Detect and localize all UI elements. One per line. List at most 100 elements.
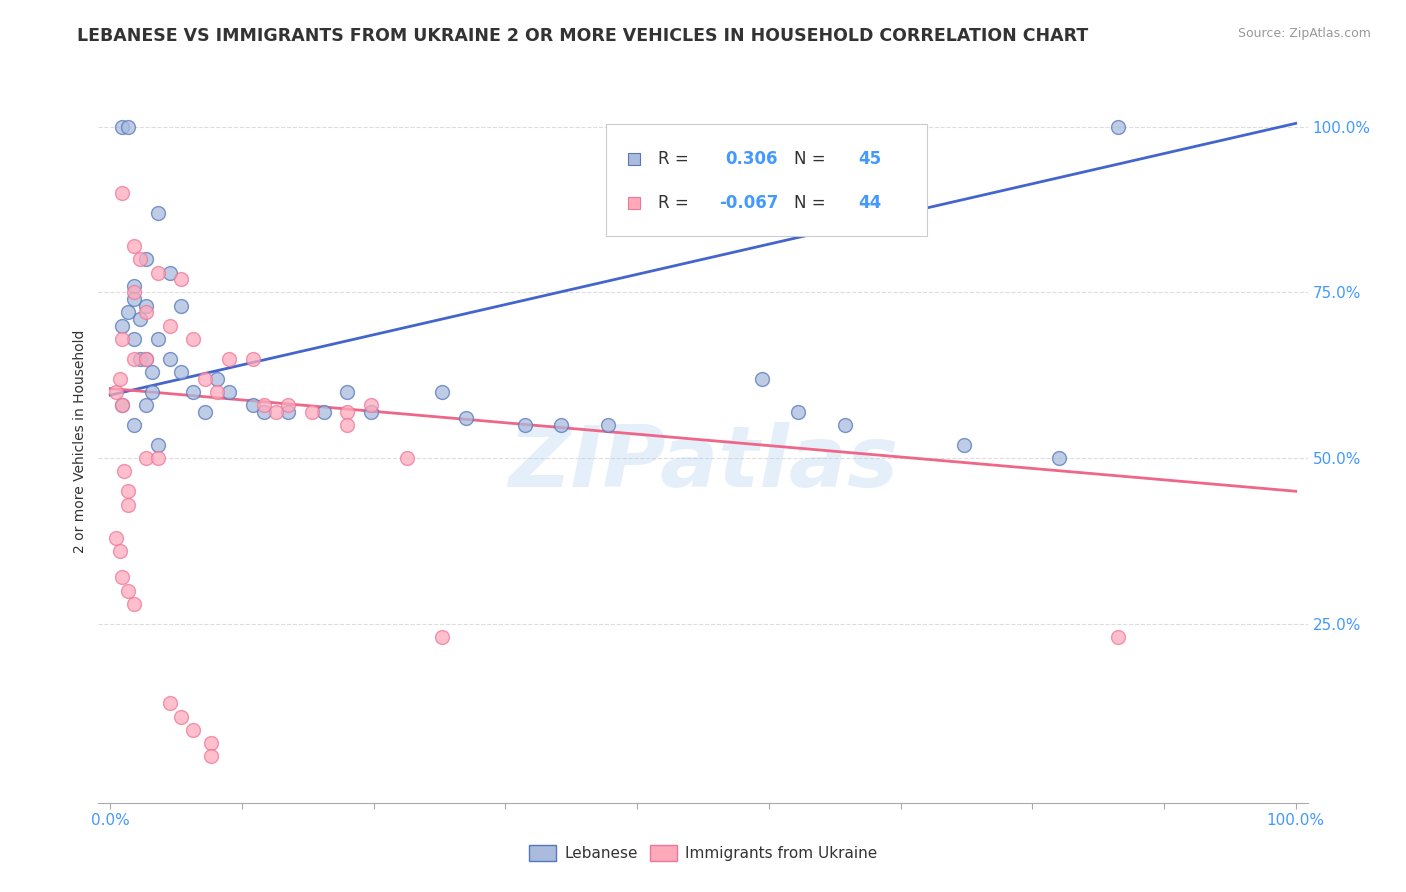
Point [1047, 451, 1070, 466]
Point [218, 384, 240, 399]
Text: R =: R = [658, 150, 695, 168]
Point [159, 318, 181, 333]
Text: LEBANESE VS IMMIGRANTS FROM UKRAINE 2 OR MORE VEHICLES IN HOUSEHOLD CORRELATION : LEBANESE VS IMMIGRANTS FROM UKRAINE 2 OR… [77, 27, 1088, 45]
Point [146, 332, 169, 346]
Point [170, 709, 193, 723]
Point [117, 305, 139, 319]
Point [111, 186, 134, 200]
Point [624, 232, 647, 246]
Point [117, 498, 139, 512]
Point [111, 318, 134, 333]
Point [834, 417, 856, 432]
Point [751, 371, 773, 385]
Point [129, 312, 152, 326]
Point [242, 351, 264, 366]
Point [194, 371, 217, 385]
Point [395, 451, 418, 466]
Text: 0.306: 0.306 [724, 150, 778, 168]
Point [786, 405, 808, 419]
Point [141, 365, 163, 379]
Point [122, 351, 145, 366]
Point [135, 305, 157, 319]
Point [170, 365, 193, 379]
Point [360, 405, 382, 419]
Point [122, 332, 145, 346]
Point [141, 384, 163, 399]
Y-axis label: 2 or more Vehicles in Household: 2 or more Vehicles in Household [73, 330, 87, 553]
Text: N =: N = [793, 150, 831, 168]
Point [218, 351, 240, 366]
Point [105, 384, 128, 399]
Point [122, 278, 145, 293]
Point [122, 417, 145, 432]
Point [111, 332, 134, 346]
Point [135, 398, 157, 412]
Point [129, 351, 152, 366]
Point [114, 464, 136, 478]
Point [111, 120, 134, 134]
Point [146, 206, 169, 220]
Point [159, 351, 181, 366]
Point [122, 285, 145, 300]
Point [146, 451, 169, 466]
Text: 45: 45 [858, 150, 882, 168]
Point [135, 351, 157, 366]
Point [264, 405, 287, 419]
Point [194, 405, 217, 419]
Point [336, 405, 359, 419]
Point [312, 405, 335, 419]
Point [515, 417, 537, 432]
Point [200, 736, 222, 750]
Point [200, 749, 222, 764]
Point [111, 398, 134, 412]
Point [277, 398, 299, 412]
Point [432, 630, 454, 644]
Point [170, 299, 193, 313]
Point [146, 266, 169, 280]
Point [135, 351, 157, 366]
Point [108, 544, 131, 558]
Point [111, 570, 134, 584]
Text: 44: 44 [858, 194, 882, 211]
Point [170, 272, 193, 286]
Point [105, 531, 128, 545]
Point [205, 371, 228, 385]
Point [1107, 630, 1129, 644]
Point [135, 252, 157, 267]
Point [146, 438, 169, 452]
Point [117, 583, 139, 598]
Point [1107, 120, 1129, 134]
Point [159, 697, 181, 711]
Point [336, 384, 359, 399]
Point [117, 120, 139, 134]
Text: R =: R = [658, 194, 695, 211]
Text: N =: N = [793, 194, 831, 211]
Point [253, 405, 276, 419]
Point [360, 398, 382, 412]
Point [111, 398, 134, 412]
Point [205, 384, 228, 399]
Point [135, 451, 157, 466]
Point [117, 484, 139, 499]
Point [301, 405, 323, 419]
Point [454, 411, 477, 425]
Point [336, 417, 359, 432]
Point [181, 723, 204, 737]
Point [598, 417, 620, 432]
Point [129, 252, 152, 267]
Point [253, 398, 276, 412]
Text: -0.067: -0.067 [718, 194, 778, 211]
Point [181, 332, 204, 346]
Point [135, 299, 157, 313]
Point [550, 417, 572, 432]
FancyBboxPatch shape [606, 124, 927, 235]
Point [122, 597, 145, 611]
Point [181, 384, 204, 399]
Point [108, 371, 131, 385]
Point [952, 438, 974, 452]
Text: Source: ZipAtlas.com: Source: ZipAtlas.com [1237, 27, 1371, 40]
Point [122, 292, 145, 306]
Point [122, 239, 145, 253]
Point [159, 266, 181, 280]
Legend: Lebanese, Immigrants from Ukraine: Lebanese, Immigrants from Ukraine [523, 839, 883, 867]
